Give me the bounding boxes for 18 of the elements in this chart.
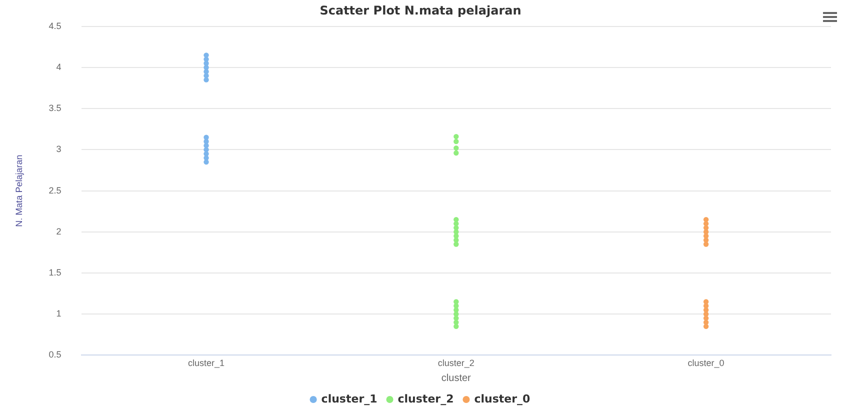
legend-label: cluster_1 <box>321 392 378 406</box>
chart-title: Scatter Plot N.mata pelajaran <box>320 3 522 18</box>
x-tick-label: cluster_1 <box>188 358 225 368</box>
x-tick-label: cluster_0 <box>688 358 724 368</box>
y-tick-label: 3.5 <box>48 103 62 114</box>
y-tick-label: 0.5 <box>48 350 62 360</box>
y-tick-label: 1 <box>56 308 62 319</box>
y-tick-label: 2 <box>56 226 62 236</box>
y-tick-label: 4.5 <box>48 20 62 31</box>
x-axis-title: cluster <box>441 372 472 384</box>
y-tick-label: 2.5 <box>48 185 62 196</box>
y-tick-label: 1.5 <box>48 267 62 278</box>
y-tick-label: 3 <box>56 144 62 154</box>
legend-label: cluster_2 <box>398 392 454 406</box>
legend-label: cluster_0 <box>474 392 531 406</box>
x-tick-label: cluster_2 <box>438 358 474 368</box>
y-axis-title: N. Mata Pelajaran <box>14 154 24 227</box>
y-tick-label: 4 <box>56 62 62 72</box>
